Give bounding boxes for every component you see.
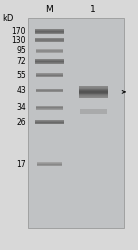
Bar	[79, 97, 108, 98]
Bar	[37, 164, 62, 165]
Bar	[35, 33, 63, 34]
Bar	[79, 91, 108, 92]
Bar	[35, 63, 63, 64]
Bar	[28, 18, 124, 228]
Text: 72: 72	[16, 57, 26, 66]
Text: kD: kD	[2, 14, 13, 23]
Bar	[36, 75, 63, 76]
Bar	[36, 74, 63, 75]
Bar	[37, 165, 62, 166]
Bar	[35, 40, 63, 41]
Bar	[36, 91, 63, 92]
Text: 26: 26	[16, 118, 26, 127]
Bar	[79, 93, 108, 94]
Bar	[35, 60, 63, 61]
Bar	[36, 50, 63, 51]
Bar	[36, 49, 63, 50]
Bar	[35, 121, 63, 122]
Text: 55: 55	[16, 71, 26, 80]
Bar	[79, 86, 108, 87]
Bar	[79, 88, 108, 89]
Bar	[36, 89, 63, 90]
Bar	[37, 162, 62, 163]
Text: 170: 170	[11, 27, 26, 36]
Bar	[36, 106, 63, 107]
Bar	[36, 90, 63, 91]
Bar	[35, 120, 63, 121]
Bar	[35, 29, 63, 30]
Bar	[35, 123, 63, 124]
Bar	[36, 76, 63, 77]
Text: 1: 1	[90, 5, 96, 14]
Bar	[37, 163, 62, 164]
Bar	[79, 87, 108, 88]
Bar	[35, 41, 63, 42]
Bar	[36, 109, 63, 110]
Bar	[36, 108, 63, 109]
Bar	[36, 51, 63, 52]
Bar	[79, 92, 108, 93]
Bar	[35, 59, 63, 60]
Bar	[79, 95, 108, 96]
Bar	[35, 39, 63, 40]
Text: 34: 34	[16, 103, 26, 112]
Bar	[79, 89, 108, 90]
Bar	[35, 61, 63, 62]
Bar	[36, 52, 63, 53]
Bar	[35, 122, 63, 123]
Bar	[36, 107, 63, 108]
Bar	[79, 94, 108, 95]
Bar	[35, 31, 63, 32]
Text: 43: 43	[16, 86, 26, 95]
Bar	[79, 90, 108, 91]
Bar	[80, 109, 107, 114]
Text: M: M	[45, 5, 53, 14]
Text: 17: 17	[16, 160, 26, 169]
Text: 130: 130	[11, 36, 26, 44]
Bar	[35, 30, 63, 31]
Bar	[35, 32, 63, 33]
Bar	[35, 62, 63, 63]
Bar	[79, 96, 108, 97]
Text: 95: 95	[16, 46, 26, 56]
Bar	[36, 88, 63, 89]
Bar	[35, 38, 63, 39]
